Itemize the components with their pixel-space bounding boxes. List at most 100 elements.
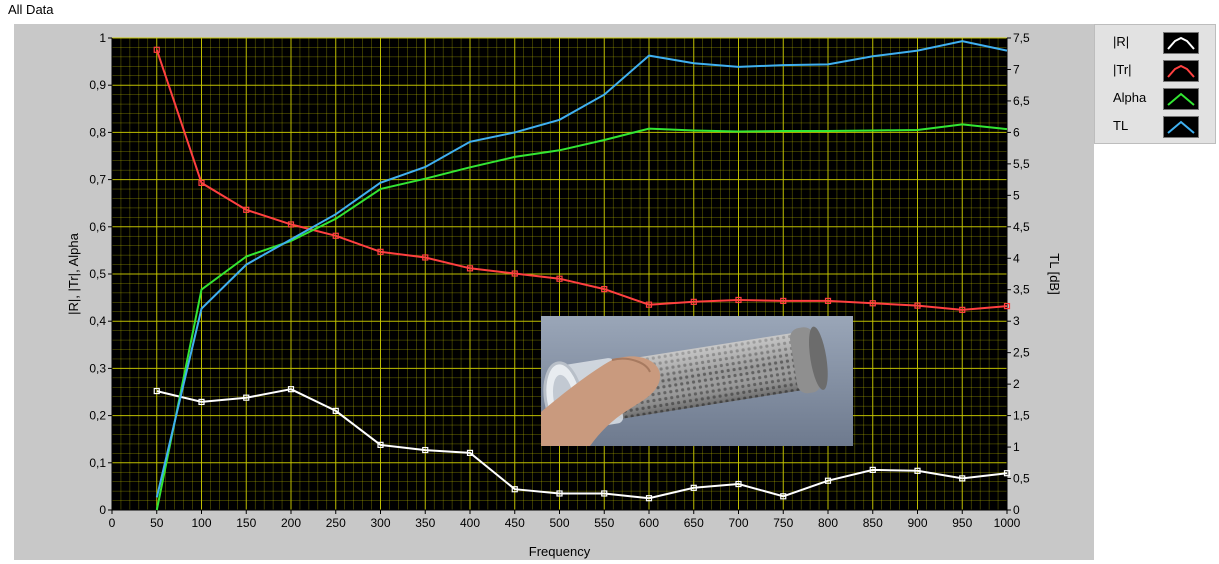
- x-tick-label: 850: [863, 516, 883, 530]
- y-tick-label: 0,8: [89, 125, 106, 139]
- legend-swatch-icon: [1163, 88, 1199, 110]
- x-tick-label: 450: [505, 516, 525, 530]
- data-point: [1003, 302, 1011, 310]
- data-point: [332, 407, 339, 414]
- data-point: [422, 446, 429, 454]
- y-tick-label: 0,9: [89, 78, 106, 92]
- legend-item-tr[interactable]: |Tr|: [1113, 59, 1217, 83]
- y-tick-label: 0,6: [89, 220, 106, 234]
- data-point: [377, 248, 384, 255]
- y2-tick-label: 7,5: [1013, 31, 1030, 45]
- data-point: [556, 275, 563, 282]
- legend-swatch-icon: [1163, 60, 1199, 82]
- legend-item-tl[interactable]: TL: [1113, 115, 1217, 139]
- data-point: [243, 394, 250, 401]
- data-point: [780, 297, 787, 305]
- y2-tick-label: 1,5: [1013, 409, 1030, 423]
- data-point: [645, 495, 653, 502]
- y-tick-label: 0,2: [89, 409, 106, 423]
- series-line-2: [155, 123, 1008, 511]
- data-point: [466, 449, 474, 456]
- x-tick-label: 550: [594, 516, 614, 530]
- data-point: [287, 221, 295, 228]
- data-point: [511, 486, 518, 493]
- y2-tick-label: 5: [1013, 188, 1020, 202]
- legend: |R| |Tr| Alpha TL: [1094, 24, 1216, 144]
- y2-tick-label: 0,5: [1013, 472, 1030, 486]
- y2-tick-label: 2,5: [1013, 346, 1030, 360]
- data-point: [153, 387, 160, 395]
- y2-tick-label: 6,5: [1013, 94, 1030, 108]
- y2-tick-label: 3,5: [1013, 283, 1030, 297]
- legend-label: |Tr|: [1113, 62, 1132, 77]
- perforated-tube-sample-photo-icon: [541, 316, 853, 446]
- data-point: [914, 302, 921, 309]
- y-tick-label: 0: [99, 503, 106, 517]
- y-tick-label: 1: [99, 31, 106, 45]
- data-point: [377, 441, 384, 448]
- legend-swatch-icon: [1163, 32, 1199, 54]
- y-tick-label: 0,3: [89, 361, 106, 375]
- x-axis-title: Frequency: [529, 544, 591, 559]
- y-tick-label: 0,7: [89, 173, 106, 187]
- data-point: [869, 300, 876, 307]
- series-line-3: [155, 40, 1008, 498]
- data-point: [198, 398, 205, 406]
- data-point: [198, 179, 205, 187]
- y2-tick-label: 0: [1013, 503, 1020, 517]
- data-point: [690, 484, 697, 491]
- legend-item-alpha[interactable]: Alpha: [1113, 87, 1217, 111]
- data-point: [735, 480, 742, 488]
- x-tick-label: 650: [684, 516, 704, 530]
- y2-tick-label: 6: [1013, 125, 1020, 139]
- window-title: All Data: [8, 2, 54, 17]
- x-tick-label: 900: [907, 516, 927, 530]
- x-tick-label: 300: [370, 516, 390, 530]
- y2-tick-label: 3: [1013, 314, 1020, 328]
- data-point: [824, 297, 832, 305]
- x-tick-label: 100: [191, 516, 211, 530]
- x-tick-label: 950: [952, 516, 972, 530]
- data-point: [1003, 470, 1011, 477]
- x-tick-label: 0: [109, 516, 116, 530]
- data-point: [824, 477, 832, 484]
- x-tick-label: 600: [639, 516, 659, 530]
- y-tick-label: 0,5: [89, 267, 106, 281]
- data-point: [556, 490, 563, 497]
- data-point: [959, 475, 966, 482]
- x-tick-label: 200: [281, 516, 301, 530]
- legend-label: Alpha: [1113, 90, 1147, 105]
- x-tick-label: 700: [728, 516, 748, 530]
- y2-tick-label: 5,5: [1013, 157, 1030, 171]
- data-point: [601, 286, 608, 293]
- x-tick-label: 800: [818, 516, 838, 530]
- data-point: [645, 301, 653, 308]
- x-tick-label: 250: [326, 516, 346, 530]
- x-tick-label: 150: [236, 516, 256, 530]
- legend-swatch-icon: [1163, 116, 1199, 138]
- data-point: [690, 298, 697, 305]
- y2-tick-label: 4,5: [1013, 220, 1030, 234]
- data-point: [914, 467, 921, 474]
- data-point: [153, 46, 160, 53]
- legend-item-r[interactable]: |R|: [1113, 31, 1217, 55]
- series: [153, 40, 1011, 511]
- grid: [111, 37, 1008, 511]
- x-tick-label: 500: [549, 516, 569, 530]
- x-tick-label: 1000: [994, 516, 1021, 530]
- data-point: [287, 386, 295, 393]
- y2-axis-title: TL [dB]: [1047, 253, 1062, 294]
- legend-label: |R|: [1113, 34, 1130, 49]
- x-tick-label: 350: [415, 516, 435, 530]
- series-line-0: [156, 388, 1008, 500]
- data-point: [869, 466, 876, 473]
- data-point: [243, 206, 250, 213]
- series-line-1: [155, 49, 1008, 311]
- legend-label: TL: [1113, 118, 1129, 133]
- y2-tick-label: 4: [1013, 251, 1020, 265]
- y-axis-title: |R|, |Tr|, Alpha: [66, 232, 81, 314]
- data-point: [422, 254, 429, 261]
- y-tick-label: 0,4: [89, 314, 106, 328]
- y2-tick-label: 7: [1013, 62, 1020, 76]
